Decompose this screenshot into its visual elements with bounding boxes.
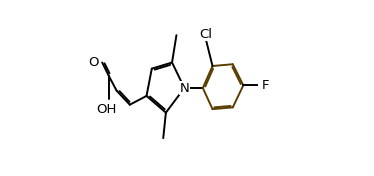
Text: O: O — [88, 56, 99, 69]
Text: N: N — [180, 81, 189, 95]
Text: OH: OH — [97, 103, 117, 116]
Text: Cl: Cl — [199, 28, 212, 41]
Text: F: F — [262, 79, 269, 92]
